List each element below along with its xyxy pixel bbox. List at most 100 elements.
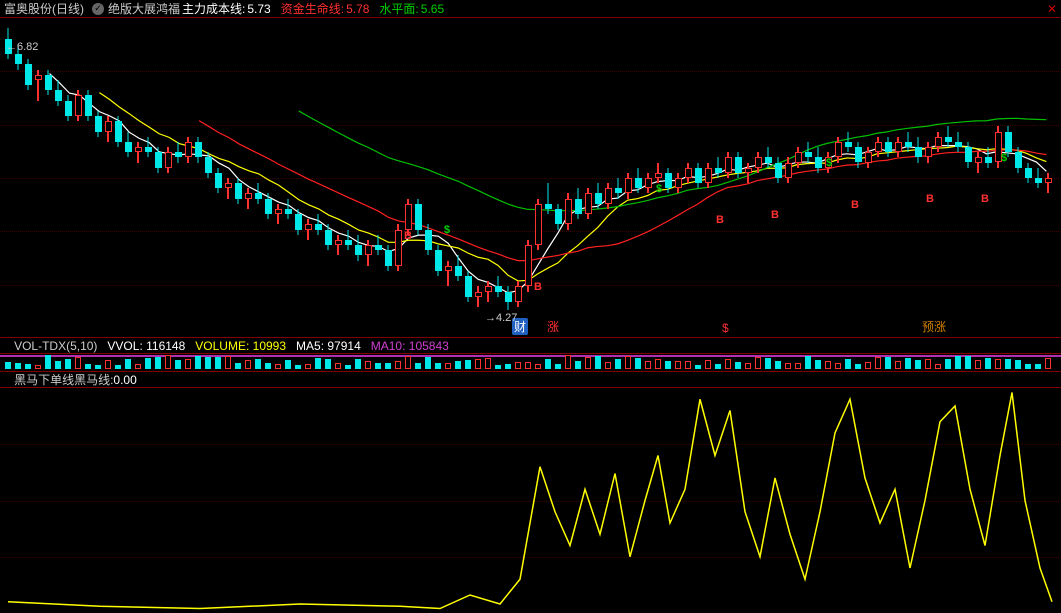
bottom-marker: 预涨 bbox=[922, 318, 946, 335]
candle bbox=[1025, 163, 1032, 184]
candle bbox=[435, 245, 442, 276]
candle bbox=[225, 178, 232, 199]
vol-bar bbox=[125, 359, 131, 370]
candle bbox=[285, 199, 292, 220]
candle bbox=[815, 147, 822, 173]
vol-bar bbox=[505, 364, 511, 369]
vol-bar bbox=[555, 364, 561, 369]
trade-marker: B bbox=[926, 193, 934, 205]
candle bbox=[555, 204, 562, 230]
candle bbox=[515, 281, 522, 307]
candle bbox=[795, 147, 802, 168]
bottom-marker: 涨 bbox=[547, 318, 559, 335]
vol-bar bbox=[495, 365, 501, 369]
collapse-icon[interactable]: ✓ bbox=[92, 3, 104, 15]
candle bbox=[365, 240, 372, 266]
vol-bar bbox=[315, 358, 321, 369]
candle bbox=[735, 152, 742, 178]
indicator-line bbox=[8, 393, 1052, 609]
candle bbox=[175, 142, 182, 163]
candle bbox=[775, 157, 782, 183]
vol-value: 116148 bbox=[146, 339, 185, 353]
vol-bar bbox=[725, 359, 731, 369]
candle bbox=[165, 147, 172, 173]
candle bbox=[25, 59, 32, 90]
candle bbox=[1035, 168, 1042, 189]
vol-bar bbox=[65, 359, 71, 369]
vol-bar bbox=[545, 359, 551, 369]
indicator-chart[interactable] bbox=[0, 388, 1061, 613]
vol-bar bbox=[25, 364, 31, 369]
vol-bar bbox=[605, 362, 611, 369]
vol-bar bbox=[85, 364, 91, 369]
collapse-icon[interactable]: ✓ bbox=[4, 373, 14, 387]
candle bbox=[685, 163, 692, 184]
vol-bar bbox=[705, 360, 711, 369]
candle bbox=[1045, 173, 1052, 194]
candle bbox=[785, 157, 792, 183]
vol-bar bbox=[745, 363, 751, 369]
vol-bar bbox=[825, 361, 831, 369]
vol-bar bbox=[35, 365, 41, 369]
vol-bar bbox=[1025, 364, 1031, 369]
candle bbox=[985, 147, 992, 168]
collapse-icon[interactable]: ✓ bbox=[4, 339, 14, 353]
candle bbox=[275, 204, 282, 225]
vol-bar bbox=[305, 364, 311, 369]
vol-bar bbox=[485, 358, 491, 369]
vol-bar bbox=[905, 358, 911, 369]
indicator-overlay bbox=[0, 388, 1061, 613]
vol-bar bbox=[295, 365, 301, 369]
candle bbox=[355, 235, 362, 261]
vol-bar bbox=[95, 365, 101, 369]
vol-bar bbox=[255, 359, 261, 369]
trade-marker: B bbox=[771, 209, 779, 221]
candle bbox=[35, 70, 42, 101]
candle bbox=[635, 168, 642, 194]
vol-bar bbox=[225, 356, 231, 369]
vol-bar bbox=[475, 359, 481, 369]
candle bbox=[585, 188, 592, 219]
vol-bar bbox=[565, 355, 571, 369]
trade-marker: B bbox=[981, 193, 989, 205]
vol-bar bbox=[595, 356, 601, 369]
vol-bar bbox=[445, 363, 451, 369]
vol-bar bbox=[635, 358, 641, 369]
series-value: 5.73 bbox=[247, 2, 270, 16]
candle bbox=[265, 193, 272, 219]
vol-bar bbox=[385, 363, 391, 369]
vol-bar bbox=[995, 359, 1001, 369]
candle bbox=[325, 224, 332, 250]
candle bbox=[615, 178, 622, 199]
candle bbox=[955, 132, 962, 153]
vol-value: 105843 bbox=[409, 339, 449, 353]
candle bbox=[945, 126, 952, 147]
candle bbox=[445, 261, 452, 287]
trade-marker: B bbox=[851, 199, 859, 211]
main-candlestick-chart[interactable]: B$B$BB$BBB$ 财涨$预涨 ←6.82→4.27 bbox=[0, 18, 1061, 338]
candle bbox=[745, 163, 752, 184]
close-icon[interactable]: ✕ bbox=[1047, 2, 1057, 16]
candle bbox=[535, 199, 542, 251]
vol-bar bbox=[585, 357, 591, 369]
vol-bar bbox=[655, 359, 661, 369]
candle bbox=[335, 235, 342, 256]
candle bbox=[115, 116, 122, 147]
vol-bar bbox=[285, 360, 291, 369]
trade-marker: B bbox=[716, 214, 724, 226]
candle bbox=[105, 116, 112, 142]
vol-bar bbox=[265, 363, 271, 369]
vol-bar bbox=[885, 357, 891, 369]
indicator-title: 黑马下单线 bbox=[14, 371, 74, 388]
vol-bar bbox=[615, 359, 621, 369]
series-value: 5.65 bbox=[421, 2, 444, 16]
candle bbox=[975, 152, 982, 173]
volume-chart[interactable] bbox=[0, 354, 1061, 372]
vol-bar bbox=[365, 361, 371, 369]
vol-bar bbox=[45, 355, 51, 369]
candle bbox=[705, 163, 712, 189]
candle bbox=[375, 235, 382, 256]
trade-marker: B bbox=[404, 230, 412, 242]
vol-bar bbox=[535, 364, 541, 369]
candle bbox=[835, 137, 842, 163]
